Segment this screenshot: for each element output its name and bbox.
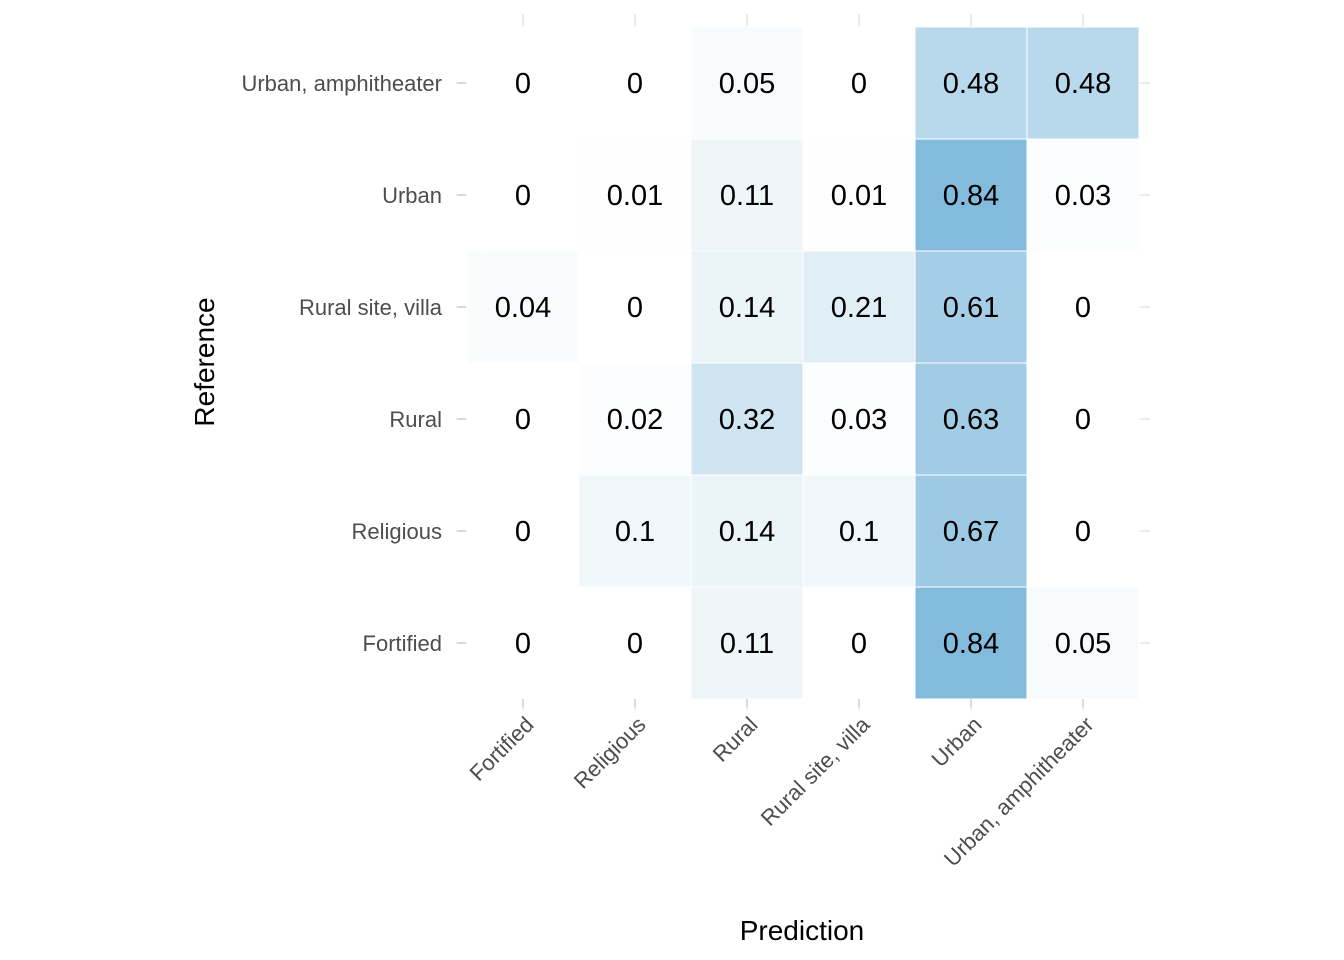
- cell-value-labels: 0 0 0.11 0 0.84 0.05 0 0.1 0.14 0.1 0.67 0 0 0.02 0.32…: [495, 68, 1111, 660]
- cell-value-label: 0: [1075, 516, 1091, 548]
- x-tick-label: Rural: [708, 712, 763, 767]
- y-axis-title: Reference: [189, 297, 220, 426]
- x-tick-label: Urban: [926, 712, 986, 772]
- heatmap-cell: [914, 250, 1028, 364]
- cell-value-label: 0: [1075, 404, 1091, 436]
- heatmap-cell: [578, 362, 692, 476]
- cell-value-label: 0: [515, 628, 531, 660]
- heatmap-cell: [466, 474, 580, 588]
- heatmap-cell: [802, 474, 916, 588]
- y-tick-label: Urban: [382, 183, 442, 208]
- heatmap-cell: [1026, 26, 1140, 140]
- cell-value-label: 0: [627, 68, 643, 100]
- cell-value-label: 0: [515, 404, 531, 436]
- x-tick-label: Rural site, villa: [756, 711, 875, 830]
- cell-value-label: 0.48: [1055, 68, 1111, 100]
- cell-value-label: 0.1: [839, 516, 879, 548]
- heatmap-cell: [1026, 250, 1140, 364]
- cell-value-label: 0.14: [719, 516, 775, 548]
- heatmap-cell: [914, 138, 1028, 252]
- heatmap-cell: [466, 250, 580, 364]
- heatmap-cells: [466, 26, 1140, 700]
- cell-value-label: 0.48: [943, 68, 999, 100]
- x-tick-label: Religious: [569, 712, 651, 794]
- heatmap-cell: [802, 362, 916, 476]
- y-tick-label: Religious: [352, 519, 443, 544]
- cell-value-label: 0: [851, 68, 867, 100]
- heatmap-cell: [690, 250, 804, 364]
- cell-value-label: 0: [1075, 292, 1091, 324]
- cell-value-label: 0.61: [943, 292, 999, 324]
- cell-value-label: 0.21: [831, 292, 887, 324]
- heatmap-cell: [578, 586, 692, 700]
- cell-value-label: 0.32: [719, 404, 775, 436]
- cell-value-label: 0: [515, 516, 531, 548]
- y-axis-ticks: Fortified Religious Rural Rural site, villa…: [241, 71, 466, 656]
- y-tick-label: Rural: [389, 407, 442, 432]
- heatmap-cell: [466, 586, 580, 700]
- cell-value-label: 0.01: [831, 180, 887, 212]
- cell-value-label: 0.14: [719, 292, 775, 324]
- x-tick-label: Fortified: [465, 712, 539, 786]
- cell-value-label: 0: [627, 292, 643, 324]
- x-axis-title: Prediction: [740, 915, 865, 946]
- heatmap-cell: [578, 474, 692, 588]
- cell-value-label: 0.02: [607, 404, 663, 436]
- y-tick-label: Fortified: [363, 631, 442, 656]
- cell-value-label: 0: [515, 68, 531, 100]
- cell-value-label: 0.67: [943, 516, 999, 548]
- heatmap-cell: [914, 474, 1028, 588]
- heatmap-cell: [578, 26, 692, 140]
- cell-value-label: 0: [515, 180, 531, 212]
- y-tick-label: Urban, amphitheater: [241, 71, 442, 96]
- heatmap-cell: [690, 26, 804, 140]
- heatmap-cell: [914, 26, 1028, 140]
- cell-value-label: 0: [627, 628, 643, 660]
- heatmap-cell: [802, 250, 916, 364]
- cell-value-label: 0.63: [943, 404, 999, 436]
- cell-value-label: 0.84: [943, 628, 999, 660]
- heatmap-cell: [466, 26, 580, 140]
- heatmap-cell: [690, 138, 804, 252]
- heatmap-cell: [1026, 138, 1140, 252]
- heatmap-cell: [914, 362, 1028, 476]
- heatmap-cell: [1026, 474, 1140, 588]
- heatmap-cell: [690, 362, 804, 476]
- cell-value-label: 0.05: [719, 68, 775, 100]
- cell-value-label: 0.04: [495, 292, 551, 324]
- heatmap-cell: [1026, 362, 1140, 476]
- heatmap-cell: [466, 362, 580, 476]
- cell-value-label: 0.03: [831, 404, 887, 436]
- cell-value-label: 0.1: [615, 516, 655, 548]
- heatmap-cell: [914, 586, 1028, 700]
- cell-value-label: 0.03: [1055, 180, 1111, 212]
- cell-value-label: 0.11: [720, 180, 774, 212]
- heatmap-cell: [578, 138, 692, 252]
- cell-value-label: 0: [851, 628, 867, 660]
- heatmap-cell: [578, 250, 692, 364]
- cell-value-label: 0.01: [607, 180, 663, 212]
- cell-value-label: 0.84: [943, 180, 999, 212]
- y-tick-label: Rural site, villa: [299, 295, 443, 320]
- cell-value-label: 0.05: [1055, 628, 1111, 660]
- cell-value-label: 0.11: [720, 628, 774, 660]
